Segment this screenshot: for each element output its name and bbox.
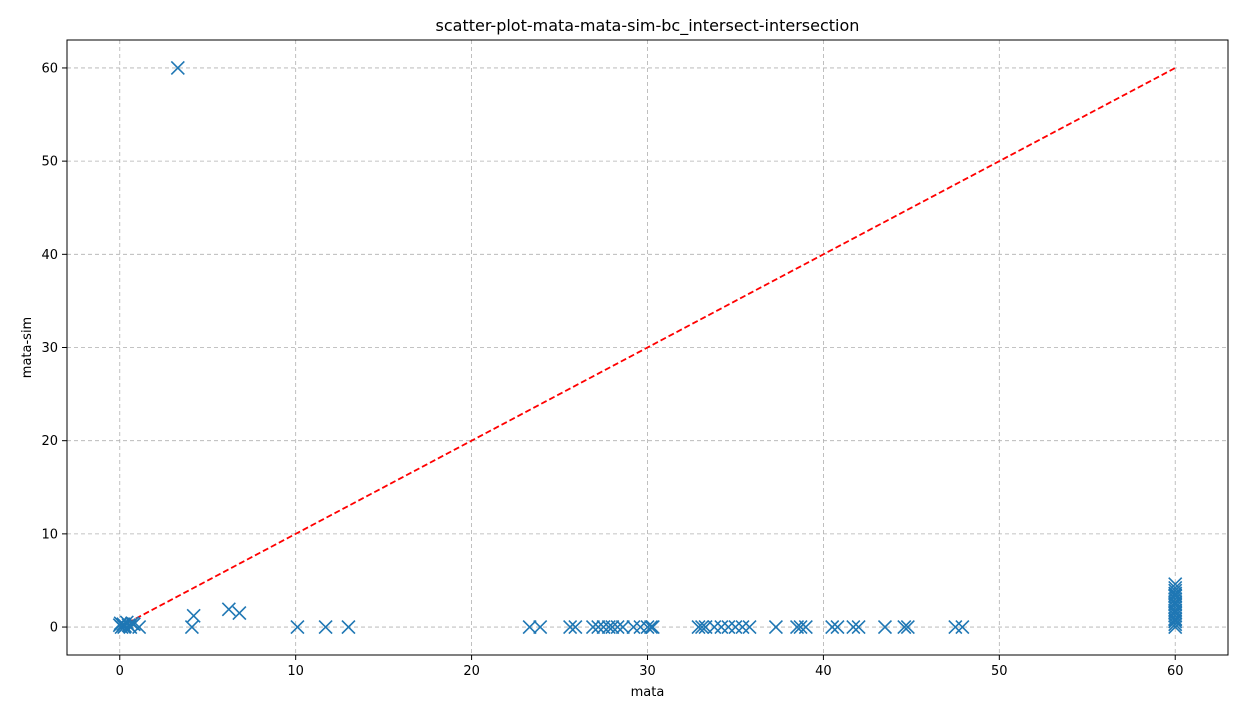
data-point: [846, 619, 861, 635]
y-axis-label: mata-sim: [20, 317, 35, 378]
data-point: [633, 619, 648, 635]
data-point: [186, 608, 201, 623]
data-point: [948, 619, 963, 635]
data-point: [798, 619, 813, 635]
chart-title: scatter-plot-mata-mata-sim-bc_intersect-…: [436, 16, 860, 36]
data-point: [691, 619, 706, 635]
data-point: [626, 619, 641, 635]
data-point: [768, 619, 783, 635]
x-tick-label: 0: [116, 664, 124, 679]
y-tick-label: 20: [41, 434, 58, 449]
data-point: [221, 602, 236, 617]
data-point: [643, 619, 659, 635]
data-point: [522, 619, 537, 635]
data-point: [533, 619, 548, 635]
data-point: [742, 619, 757, 635]
data-point: [615, 619, 630, 635]
data-point: [585, 619, 601, 635]
data-point: [1168, 612, 1183, 627]
data-point: [1168, 577, 1183, 592]
x-tick-label: 40: [815, 664, 832, 679]
x-tick-label: 50: [991, 664, 1008, 679]
data-point: [714, 619, 729, 635]
y-ticks: 0 10 20 30 40 50 60: [41, 61, 67, 636]
data-point: [290, 619, 305, 635]
y-tick-label: 10: [41, 527, 58, 542]
data-point: [955, 619, 970, 635]
grid: [67, 40, 1228, 655]
data-point: [1168, 588, 1183, 603]
data-point: [1168, 583, 1183, 598]
x-tick-label: 20: [463, 664, 480, 679]
reference-line: [119, 67, 1176, 628]
x-tick-label: 60: [1167, 664, 1184, 679]
data-point: [122, 619, 137, 634]
data-point: [640, 619, 655, 635]
data-point: [897, 619, 912, 635]
data-point: [707, 619, 722, 635]
data-point: [721, 619, 736, 635]
data-point: [877, 619, 893, 635]
points: [112, 60, 1183, 635]
data-point: [568, 619, 583, 635]
x-ticks: 0 10 20 30 40 50 60: [116, 655, 1184, 679]
x-tick-label: 30: [639, 664, 656, 679]
data-point: [645, 619, 660, 635]
data-point: [728, 619, 743, 635]
data-point: [232, 606, 247, 621]
data-point: [851, 619, 866, 635]
x-tick-label: 10: [287, 664, 304, 679]
data-point: [900, 619, 915, 635]
y-tick-label: 40: [41, 248, 58, 263]
data-point: [591, 619, 606, 635]
data-point: [735, 619, 750, 635]
data-point: [318, 619, 333, 635]
data-point: [694, 619, 710, 635]
data-point: [341, 619, 356, 635]
data-point: [793, 619, 808, 635]
y-tick-label: 0: [50, 621, 58, 636]
x-axis-label: mata: [631, 685, 665, 700]
y-tick-label: 50: [41, 155, 58, 170]
y-tick-label: 60: [41, 61, 58, 76]
data-point: [825, 619, 840, 635]
data-point: [563, 619, 578, 635]
data-point: [830, 619, 845, 635]
data-point: [117, 619, 132, 635]
data-point: [170, 60, 185, 76]
data-point: [610, 619, 625, 635]
y-tick-label: 30: [41, 341, 58, 356]
data-point: [1168, 580, 1183, 595]
data-point: [605, 619, 620, 635]
